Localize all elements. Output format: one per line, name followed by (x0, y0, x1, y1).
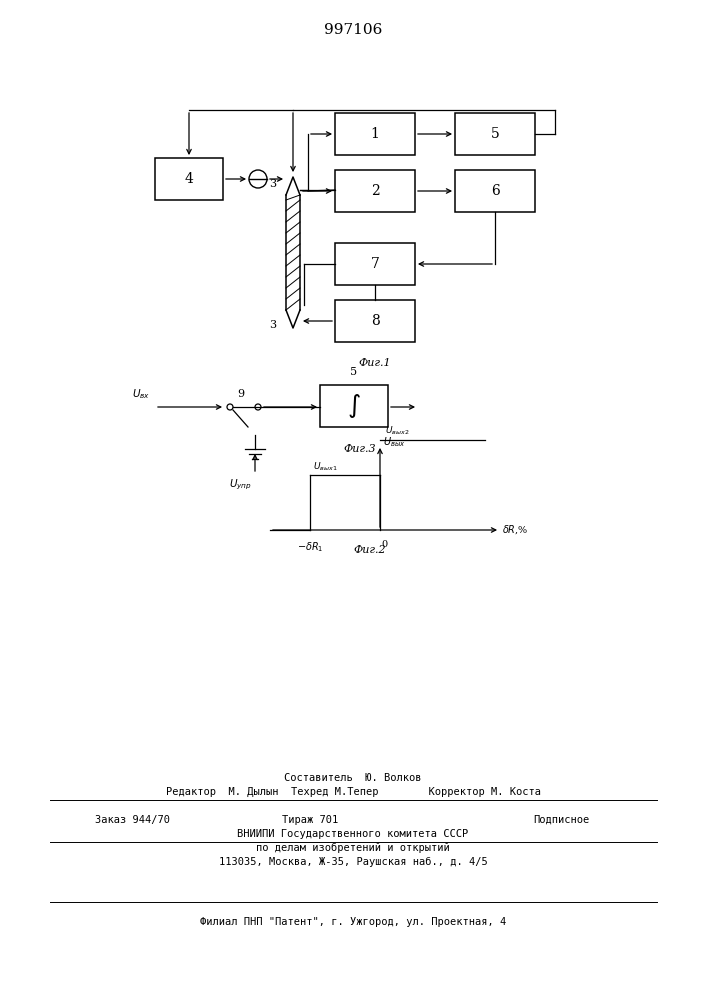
Text: 9: 9 (237, 389, 244, 399)
Text: $U_{вых2}$: $U_{вых2}$ (385, 424, 409, 437)
Bar (455, 170, 535, 212)
Text: 6: 6 (491, 184, 499, 198)
Text: 5: 5 (491, 127, 499, 141)
Text: $U_{вых1}$: $U_{вых1}$ (313, 460, 337, 473)
Text: Фиг.3: Фиг.3 (344, 444, 376, 454)
Bar (155, 158, 223, 200)
Text: $-\delta R_1$: $-\delta R_1$ (297, 540, 323, 554)
Text: Фиг.2: Фиг.2 (354, 545, 386, 555)
Text: Составитель  Ю. Волков: Составитель Ю. Волков (284, 773, 422, 783)
Bar (335, 113, 415, 155)
Text: 997106: 997106 (324, 23, 382, 37)
Bar (335, 300, 415, 342)
Text: $\delta R$,%: $\delta R$,% (502, 524, 528, 536)
Text: 1: 1 (370, 127, 380, 141)
Text: 0: 0 (381, 540, 387, 549)
Text: 5: 5 (351, 367, 358, 377)
Text: $\int$: $\int$ (347, 392, 361, 420)
Text: Фиг.1: Фиг.1 (358, 358, 391, 368)
Text: 3: 3 (269, 320, 276, 330)
Text: $U_{упр}$: $U_{упр}$ (229, 478, 252, 492)
Text: Тираж 701: Тираж 701 (282, 815, 338, 825)
Bar (455, 113, 535, 155)
Text: $U_{вых}$: $U_{вых}$ (383, 435, 406, 449)
Text: 113035, Москва, Ж-35, Раушская наб., д. 4/5: 113035, Москва, Ж-35, Раушская наб., д. … (218, 857, 487, 867)
Text: Заказ 944/70: Заказ 944/70 (95, 815, 170, 825)
Bar (320, 385, 388, 427)
Text: Подписное: Подписное (534, 815, 590, 825)
Text: ВНИИПИ Государственного комитета СССР: ВНИИПИ Государственного комитета СССР (238, 829, 469, 839)
Text: Филиал ПНП "Патент", г. Ужгород, ул. Проектная, 4: Филиал ПНП "Патент", г. Ужгород, ул. Про… (200, 917, 506, 927)
Text: по делам изобретений и открытий: по делам изобретений и открытий (256, 843, 450, 853)
Bar (335, 170, 415, 212)
Text: 7: 7 (370, 257, 380, 271)
Text: 3: 3 (269, 179, 276, 189)
Text: Редактор  М. Дылын  Техред М.Тепер        Корректор М. Коста: Редактор М. Дылын Техред М.Тепер Коррект… (165, 787, 540, 797)
Text: $U_{вх}$: $U_{вх}$ (132, 387, 150, 401)
Text: 4: 4 (185, 172, 194, 186)
Text: 2: 2 (370, 184, 380, 198)
Bar (335, 243, 415, 285)
Text: 8: 8 (370, 314, 380, 328)
